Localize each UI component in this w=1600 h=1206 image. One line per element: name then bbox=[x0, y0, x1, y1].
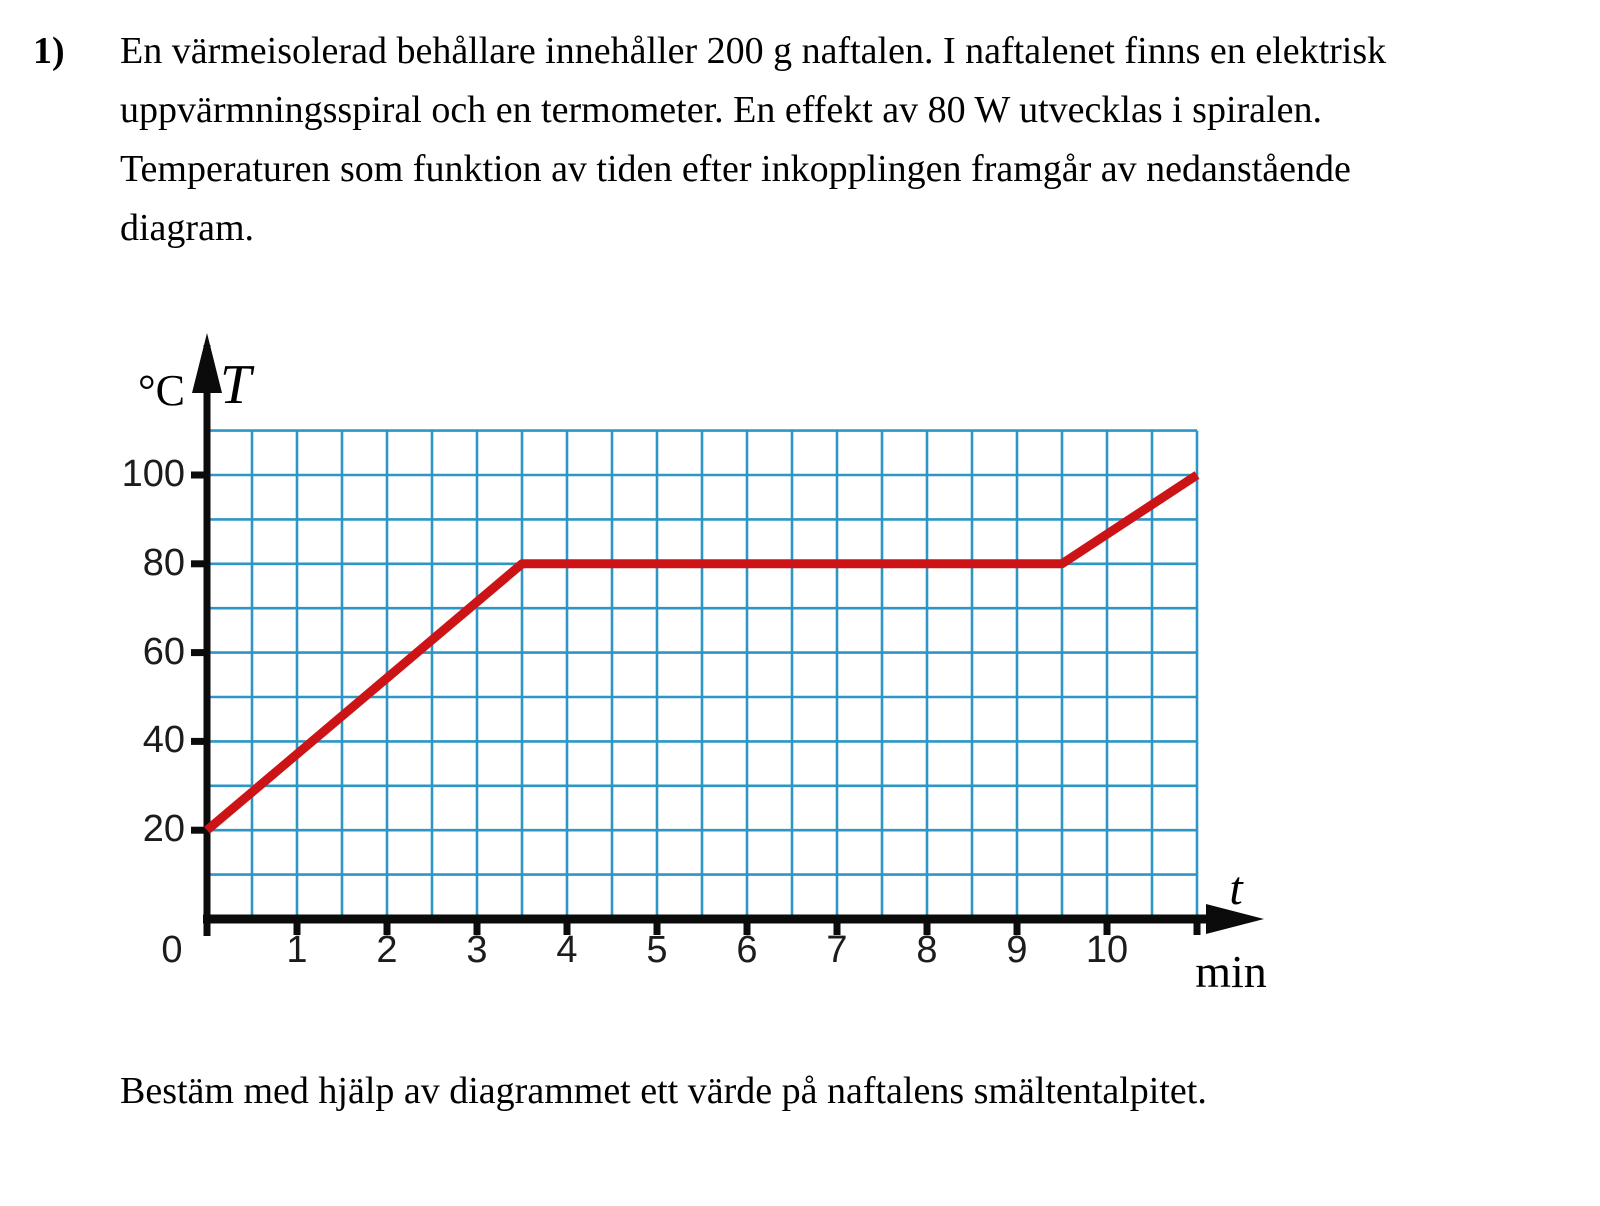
problem-number: 1) bbox=[33, 30, 65, 72]
problem-text: En värmeisolerad behållare innehåller 20… bbox=[120, 22, 1580, 258]
temperature-curve bbox=[204, 471, 1200, 834]
problem-line: Temperaturen som funktion av tiden efter… bbox=[120, 148, 1351, 190]
problem-line: En värmeisolerad behållare innehåller 20… bbox=[120, 30, 1387, 72]
problem-line: uppvärmningsspiral och en termometer. En… bbox=[120, 89, 1322, 131]
x-axis-arrow-icon bbox=[1206, 904, 1264, 934]
question-text: Bestäm med hjälp av diagrammet ett värde… bbox=[120, 1070, 1207, 1112]
problem-line: diagram. bbox=[120, 207, 255, 249]
y-axis-arrow-icon bbox=[192, 333, 222, 393]
